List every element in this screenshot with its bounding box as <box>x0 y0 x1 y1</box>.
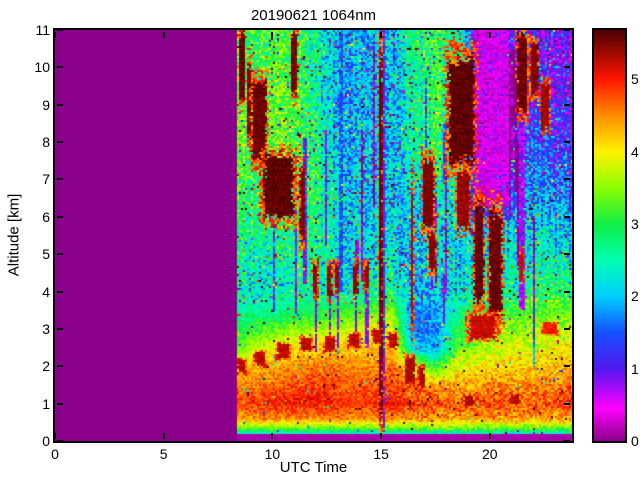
x-tick-label: 0 <box>51 446 59 462</box>
colorbar-tick-label: 3 <box>631 215 639 232</box>
colorbar-tick-label: 0 <box>631 433 639 449</box>
chart-title: 20190621 1064nm <box>250 7 377 24</box>
x-tick-label: 15 <box>373 446 389 462</box>
x-tick-top <box>488 32 491 38</box>
y-tick-label: 3 <box>42 320 50 337</box>
y-tick-label: 4 <box>42 283 50 300</box>
y-tick-label: 6 <box>42 208 50 225</box>
x-tick <box>380 433 383 439</box>
y-tick <box>57 365 63 368</box>
x-tick <box>271 433 274 439</box>
y-tick-label: 7 <box>42 171 50 188</box>
y-tick-label: 0 <box>42 433 50 449</box>
y-tick-right <box>564 253 570 256</box>
x-tick <box>162 433 165 439</box>
y-tick <box>57 253 63 256</box>
colorbar-tick-label: 5 <box>631 71 639 88</box>
colorbar-gradient <box>594 30 625 441</box>
y-tick-right <box>564 141 570 144</box>
y-tick <box>57 29 63 31</box>
y-tick-label: 1 <box>42 395 50 412</box>
plot-border <box>53 28 574 443</box>
heatmap-canvas <box>55 30 572 441</box>
y-tick <box>57 440 63 442</box>
y-tick-label: 10 <box>34 59 50 76</box>
y-tick-right <box>564 327 570 330</box>
y-tick-right <box>564 66 570 69</box>
x-tick-top <box>162 32 165 38</box>
x-tick-label: 10 <box>264 446 281 462</box>
x-tick-top <box>54 32 56 38</box>
colorbar-tick-label: 4 <box>631 143 639 160</box>
y-tick <box>57 402 63 405</box>
y-tick-right <box>564 29 570 31</box>
y-tick-label: 2 <box>42 358 50 375</box>
x-tick <box>488 433 491 439</box>
y-tick <box>57 290 63 293</box>
y-axis-label: Altitude [km] <box>5 193 23 277</box>
y-tick-right <box>564 215 570 218</box>
colorbar-tick-label: 2 <box>631 288 639 305</box>
y-tick-right <box>564 290 570 293</box>
x-tick-label: 20 <box>482 446 498 462</box>
y-tick-label: 11 <box>35 22 50 38</box>
y-tick <box>57 215 63 218</box>
y-tick-right <box>564 178 570 181</box>
y-tick-label: 9 <box>42 96 50 113</box>
y-tick-right <box>564 103 570 106</box>
y-tick-right <box>564 402 570 405</box>
y-tick <box>57 141 63 144</box>
y-tick-right <box>564 365 570 368</box>
y-tick-label: 5 <box>42 246 50 263</box>
x-tick-label: 5 <box>159 446 168 462</box>
y-tick <box>57 178 63 181</box>
y-tick <box>57 103 63 106</box>
y-tick <box>57 66 63 69</box>
colorbar-border <box>592 28 627 443</box>
colorbar-tick-label: 1 <box>631 360 639 377</box>
y-tick-right <box>564 440 570 442</box>
x-tick <box>54 433 56 439</box>
y-tick <box>57 327 63 330</box>
x-tick-top <box>271 32 274 38</box>
x-tick-top <box>380 32 383 38</box>
x-axis-label: UTC Time <box>279 459 348 476</box>
y-tick-label: 8 <box>42 134 50 151</box>
